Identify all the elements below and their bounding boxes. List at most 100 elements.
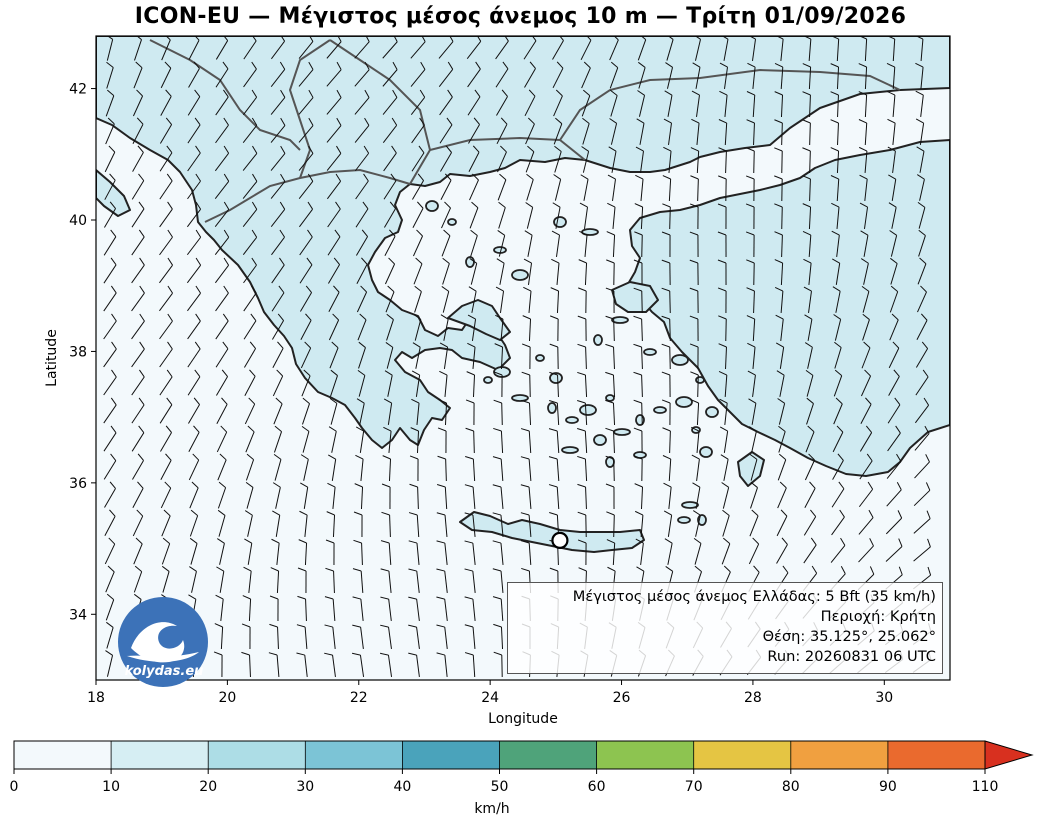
wind-barb-flag bbox=[464, 624, 474, 628]
wind-barb-flag bbox=[393, 36, 398, 42]
wind-barb-flag bbox=[690, 147, 699, 152]
wind-barb-flag bbox=[335, 173, 342, 182]
wind-barb-flag bbox=[308, 117, 314, 126]
wind-barb bbox=[613, 458, 615, 482]
wind-barb bbox=[721, 543, 731, 565]
wind-barb bbox=[753, 150, 755, 174]
wind-barb-flag bbox=[136, 509, 144, 517]
wind-barb bbox=[528, 542, 532, 566]
wind-barb-flag bbox=[110, 257, 117, 266]
wind-barb bbox=[276, 570, 280, 594]
wind-barb bbox=[752, 94, 756, 118]
wind-barb-flag bbox=[830, 119, 839, 124]
wind-barb-flag bbox=[106, 61, 114, 68]
island-shape bbox=[699, 446, 713, 458]
colorbar-segment bbox=[596, 741, 695, 769]
wind-barb bbox=[389, 514, 391, 538]
wind-barb-flag bbox=[380, 652, 389, 656]
wind-barb bbox=[556, 486, 560, 510]
wind-barb-flag bbox=[280, 145, 286, 154]
wind-barb bbox=[837, 94, 839, 118]
wind-barb-flag bbox=[139, 341, 145, 350]
wind-barb-flag bbox=[527, 145, 535, 153]
wind-barb-flag bbox=[327, 454, 336, 460]
wind-barb-flag bbox=[553, 174, 561, 180]
wind-barb-flag bbox=[389, 229, 396, 237]
wind-barb bbox=[892, 151, 896, 173]
wind-barb-flag bbox=[213, 651, 223, 656]
wind-barb-flag bbox=[803, 258, 812, 264]
wind-barb bbox=[891, 207, 897, 229]
wind-barb bbox=[809, 122, 811, 146]
wind-barb bbox=[356, 291, 368, 313]
wind-barb-flag bbox=[194, 36, 200, 41]
wind-barb bbox=[778, 403, 786, 425]
wind-barb-flag bbox=[195, 257, 202, 266]
wind-barb-flag bbox=[167, 313, 173, 322]
wind-barb-flag bbox=[465, 427, 474, 432]
wind-barb bbox=[414, 319, 422, 341]
wind-barb bbox=[497, 151, 507, 173]
wind-barb bbox=[445, 458, 447, 482]
wind-barb bbox=[555, 207, 561, 229]
wind-barb-flag bbox=[776, 370, 785, 376]
wind-barb bbox=[920, 95, 924, 117]
wind-barb-flag bbox=[554, 145, 562, 152]
island-shape bbox=[483, 376, 493, 384]
wind-barb-flag bbox=[782, 565, 789, 574]
wind-barb bbox=[889, 291, 899, 313]
wind-barb-flag bbox=[774, 91, 783, 96]
wind-barb-flag bbox=[308, 145, 314, 154]
wind-barb bbox=[752, 347, 756, 369]
wind-barb-flag bbox=[719, 398, 728, 404]
wind-barb-flag bbox=[191, 481, 199, 489]
wind-barb-flag bbox=[746, 91, 755, 96]
wind-barb-flag bbox=[309, 36, 314, 42]
wind-barb-flag bbox=[661, 343, 670, 348]
wind-barb-flag bbox=[493, 399, 502, 404]
wind-barb-flag bbox=[249, 341, 256, 349]
wind-barb bbox=[580, 39, 592, 61]
wind-barb bbox=[835, 263, 841, 285]
wind-barb-flag bbox=[638, 61, 646, 68]
wind-barb-flag bbox=[492, 484, 502, 488]
border-line bbox=[409, 136, 586, 185]
wind-barb-flag bbox=[222, 313, 229, 322]
wind-barb bbox=[500, 598, 504, 622]
wind-barb bbox=[669, 430, 671, 454]
island-shape bbox=[565, 416, 579, 424]
wind-barb-flag bbox=[633, 399, 642, 404]
wind-barb-flag bbox=[689, 231, 699, 236]
wind-barb bbox=[919, 179, 925, 201]
colorbar-tick-label: 20 bbox=[199, 779, 217, 795]
wind-barb-flag bbox=[221, 369, 228, 377]
wind-barb-flag bbox=[473, 117, 480, 125]
wind-barb bbox=[500, 570, 504, 594]
wind-barb-flag bbox=[109, 173, 116, 181]
wind-barb bbox=[495, 40, 509, 60]
wind-barb-flag bbox=[135, 537, 143, 545]
wind-barb-flag bbox=[866, 453, 873, 462]
wind-barb bbox=[330, 375, 338, 397]
wind-barb bbox=[219, 543, 225, 565]
wind-barb-flag bbox=[110, 229, 117, 237]
wind-barb-flag bbox=[747, 342, 756, 348]
wind-barb bbox=[242, 209, 258, 227]
wind-barb bbox=[159, 236, 173, 256]
wind-barb-flag bbox=[465, 456, 474, 460]
wind-barb-flag bbox=[723, 565, 731, 573]
wind-barb-flag bbox=[858, 91, 867, 96]
wind-barb bbox=[749, 515, 759, 537]
wind-barb bbox=[468, 151, 480, 173]
wind-barb bbox=[133, 571, 143, 593]
wind-barb bbox=[246, 487, 254, 509]
wind-barb bbox=[724, 122, 728, 146]
wind-barb-flag bbox=[420, 61, 426, 70]
colorbar-segment bbox=[208, 741, 306, 769]
wind-barb bbox=[780, 290, 784, 314]
wind-barb bbox=[159, 404, 173, 424]
wind-barb bbox=[833, 403, 843, 425]
wind-barb bbox=[416, 514, 420, 538]
wind-barb bbox=[215, 68, 229, 88]
wind-barb bbox=[188, 68, 200, 88]
